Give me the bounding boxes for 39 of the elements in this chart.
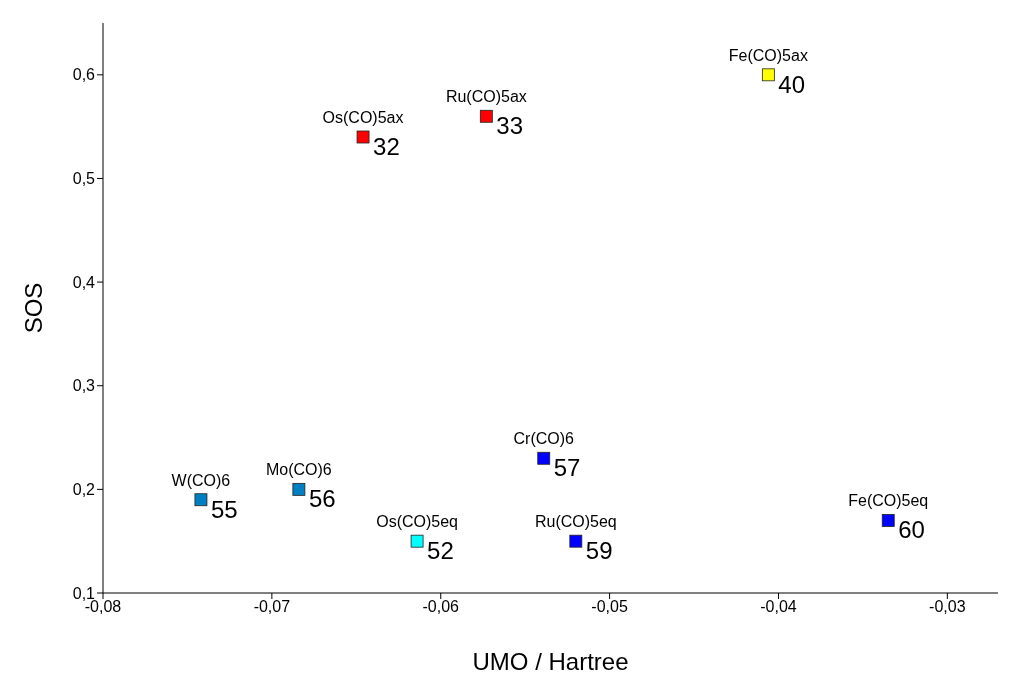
x-tick-label: -0,05 (591, 598, 628, 616)
annotation: 60 (898, 516, 925, 544)
annotation: Ru(CO)5eq (534, 513, 617, 531)
annotation: 33 (496, 112, 524, 140)
point (881, 514, 895, 527)
annotation: 57 (553, 454, 581, 482)
annotation: Ru(CO)5ax (445, 88, 527, 106)
annotation: Fe(CO)5ax (728, 46, 808, 64)
y-tick-label: 0,4 (72, 273, 96, 291)
annotation: Fe(CO)5eq (848, 492, 929, 510)
annotation: W(CO)6 (171, 471, 231, 489)
annotation: 40 (778, 70, 806, 98)
point (356, 130, 370, 144)
y-tick-label: 0,5 (72, 170, 96, 188)
point (569, 534, 583, 548)
annotation: Os(CO)5eq (376, 513, 458, 531)
x-tick-label: -0,07 (253, 598, 291, 616)
point (537, 451, 551, 465)
point (194, 493, 208, 507)
annotation: 56 (308, 485, 336, 513)
annotation: Mo(CO)6 (266, 461, 332, 479)
annotation: 59 (585, 537, 613, 565)
y-tick-label: 0,3 (72, 377, 96, 395)
annotation: Cr(CO)6 (513, 430, 575, 448)
annotation: 32 (373, 133, 400, 160)
x-axis-title: UMO / Hartree (472, 648, 629, 676)
y-tick-label: 0,2 (72, 481, 96, 499)
point (292, 482, 306, 496)
x-tick-label: -0,03 (929, 598, 966, 616)
y-tick-label: 0,6 (72, 66, 96, 84)
point (479, 109, 493, 123)
point (761, 68, 775, 82)
x-tick-label: -0,04 (760, 598, 797, 616)
y-axis-title: SOS (19, 282, 47, 334)
annotation: Os(CO)5ax (322, 109, 404, 126)
x-tick-label: -0,06 (422, 598, 460, 616)
annotation: 55 (210, 495, 238, 523)
point (410, 534, 424, 548)
annotation: 52 (427, 537, 454, 565)
